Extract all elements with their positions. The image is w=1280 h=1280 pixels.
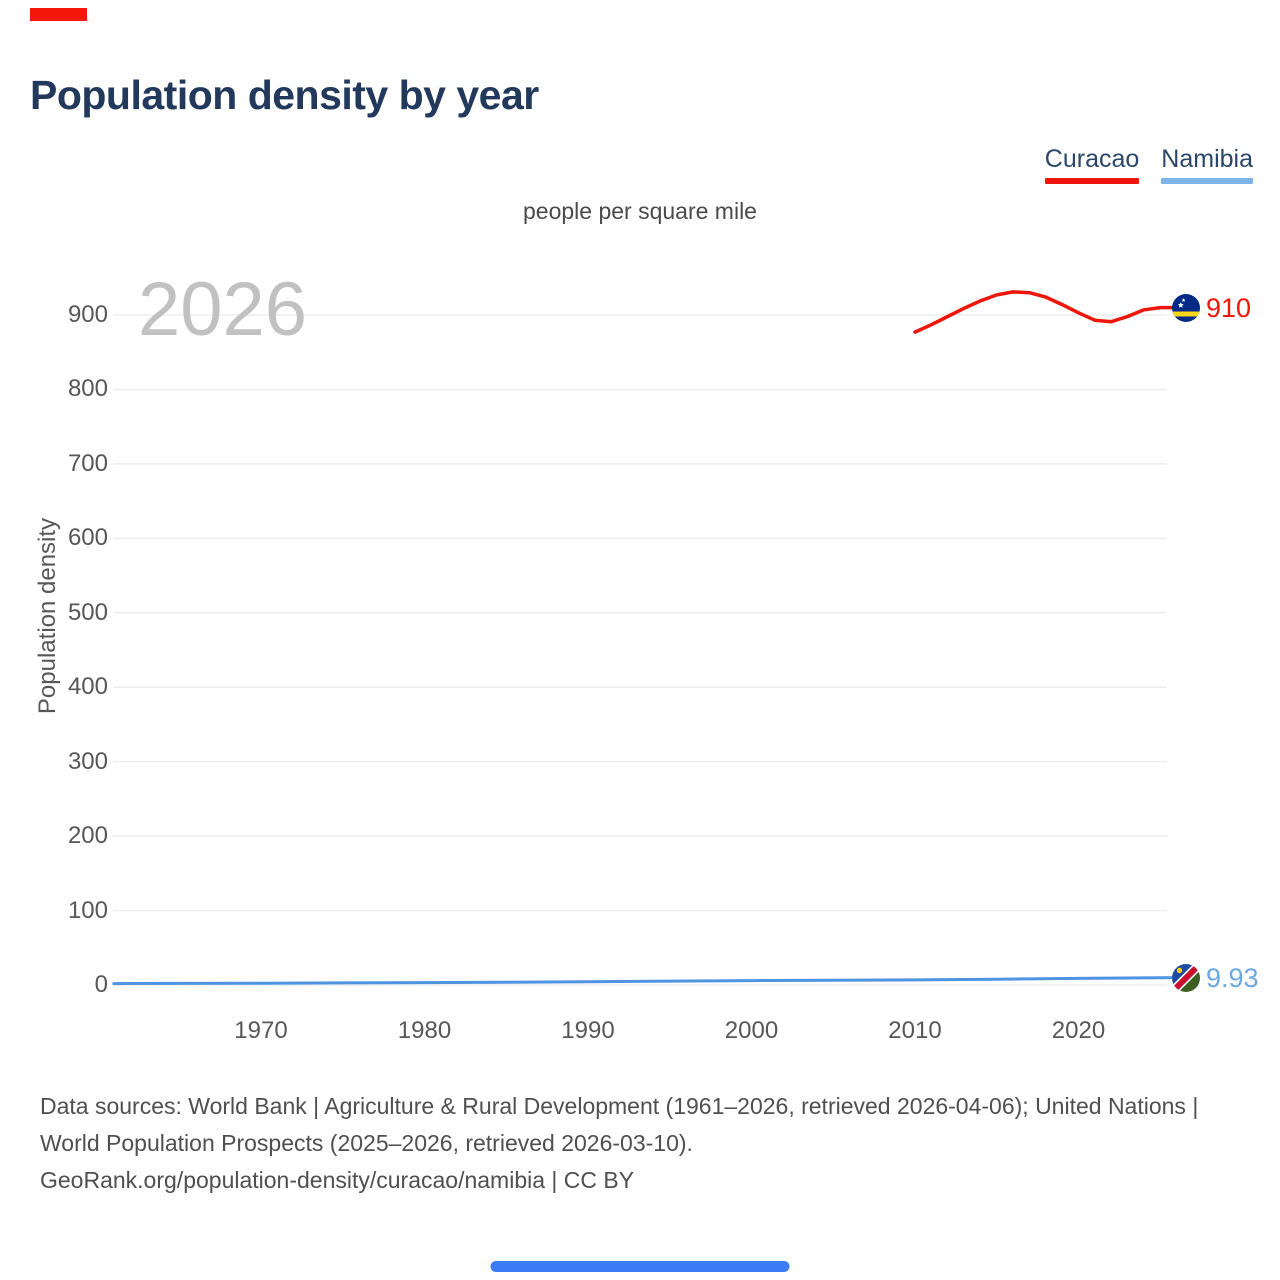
y-axis-title: Population density — [34, 517, 61, 715]
bottom-accent-bar — [490, 1261, 790, 1272]
curacao-end-value: 910 — [1206, 292, 1252, 323]
x-tick-label: 1970 — [234, 1017, 288, 1044]
x-tick-label: 1980 — [397, 1017, 452, 1044]
y-tick-label: 500 — [67, 598, 108, 626]
y-tick-label: 600 — [67, 524, 108, 552]
attribution-link[interactable]: GeoRank.org/population-density/curacao/n… — [40, 1167, 635, 1193]
curacao-flag-icon — [1172, 293, 1200, 322]
data-sources-text: Data sources: World Bank | Agriculture &… — [40, 1093, 1199, 1156]
year-watermark: 2026 — [138, 267, 308, 352]
legend-underline-namibia — [1161, 178, 1253, 184]
x-tick-label: 2020 — [1051, 1017, 1106, 1044]
y-tick-label: 700 — [67, 449, 108, 477]
y-tick-label: 900 — [67, 301, 108, 328]
legend-item-curacao[interactable]: Curacao — [1044, 145, 1140, 184]
y-tick-label: 0 — [94, 971, 108, 998]
legend-item-namibia[interactable]: Namibia — [1161, 145, 1253, 184]
chart-title: Population density by year — [30, 72, 539, 118]
y-tick-label: 300 — [67, 747, 108, 775]
x-tick-label: 2010 — [888, 1017, 942, 1044]
x-tick-label: 1990 — [561, 1017, 615, 1044]
chart-subtitle: people per square mile — [523, 198, 757, 224]
y-tick-label: 200 — [67, 822, 108, 850]
x-tick-label: 2000 — [724, 1017, 779, 1044]
legend-label-namibia: Namibia — [1161, 145, 1253, 173]
y-tick-label: 100 — [67, 896, 108, 924]
y-tick-label: 400 — [67, 673, 108, 701]
footer: Data sources: World Bank | Agriculture &… — [40, 1088, 1240, 1199]
legend-label-curacao: Curacao — [1044, 145, 1140, 173]
legend-underline-curacao — [1044, 178, 1140, 184]
namibia-flag-icon — [1172, 963, 1200, 992]
y-tick-label: 800 — [67, 375, 108, 403]
legend: Curacao Namibia — [1044, 145, 1253, 184]
namibia-end-value: 9.93 — [1206, 962, 1259, 993]
top-accent-bar — [30, 8, 87, 21]
